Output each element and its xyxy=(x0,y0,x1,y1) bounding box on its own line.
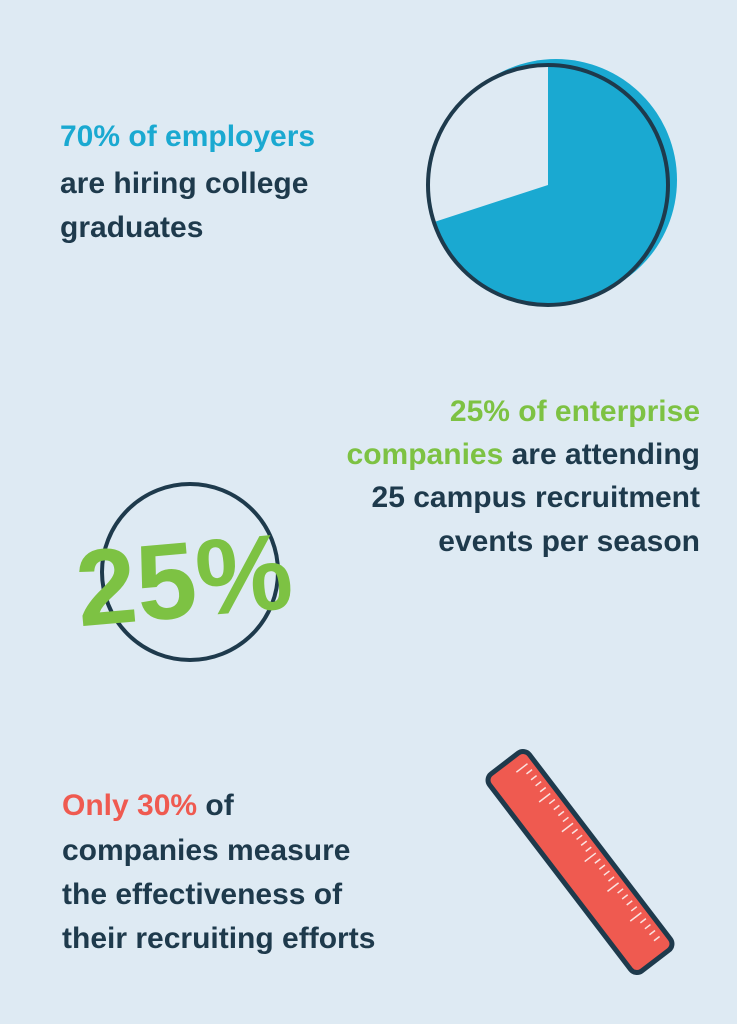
ruler-tick xyxy=(629,912,642,922)
highlight: 70% of employers xyxy=(60,120,315,153)
ruler-tick xyxy=(649,929,656,936)
ruler-tick xyxy=(585,846,592,852)
text-line: their recruiting efforts xyxy=(62,922,375,955)
badge: 25% xyxy=(71,510,297,649)
text-line: companies are attending xyxy=(347,438,700,471)
ruler-tick xyxy=(594,858,601,864)
ruler xyxy=(485,749,675,975)
ruler-tick xyxy=(626,900,633,906)
ruler-tick xyxy=(603,870,610,876)
text-line: 25 campus recruitment xyxy=(372,481,700,514)
pie xyxy=(426,59,677,307)
pie-slice xyxy=(433,65,669,306)
ruler-tick xyxy=(608,876,615,882)
text-line: are hiring college xyxy=(60,167,308,200)
ruler-tick xyxy=(561,822,574,833)
ruler-ticks xyxy=(515,763,661,942)
text-line: events per season xyxy=(438,525,700,558)
ruler-tick xyxy=(639,917,647,924)
ruler-tick xyxy=(576,834,583,841)
ruler-tick xyxy=(621,894,629,900)
text: are attending xyxy=(512,438,700,471)
text-line: graduates xyxy=(60,211,203,244)
ruler-tick xyxy=(644,923,651,930)
ruler-tick xyxy=(630,906,638,912)
ruler-tick xyxy=(515,763,528,773)
ruler-tick xyxy=(557,810,565,817)
ruler-tick xyxy=(530,775,538,781)
ruler-tick xyxy=(553,804,560,811)
ruler-tick xyxy=(584,852,597,863)
ruler-tick xyxy=(653,935,661,942)
ruler-tick xyxy=(548,798,556,805)
ruler-tick xyxy=(571,828,579,835)
highlight: Only 30% xyxy=(62,789,197,822)
pie-outline xyxy=(426,63,670,307)
text-line: companies measure xyxy=(62,834,350,867)
ruler-tick xyxy=(535,780,542,787)
ruler-tick xyxy=(539,786,547,793)
ruler-tick xyxy=(617,888,624,894)
ruler-tick xyxy=(580,840,588,846)
ruler-tick xyxy=(562,816,569,823)
ruler-tick xyxy=(538,792,551,803)
text-line: the effectiveness of xyxy=(62,878,343,911)
badge-circle xyxy=(100,482,280,662)
ruler-body xyxy=(485,749,675,975)
text-line: Only 30% of xyxy=(62,789,235,822)
text: of xyxy=(205,789,234,822)
ruler-tick xyxy=(526,769,533,775)
highlight: companies xyxy=(347,438,504,471)
ruler-tick xyxy=(607,882,620,892)
ruler-tick xyxy=(598,864,606,870)
highlight: 25% of enterprise xyxy=(450,395,700,428)
